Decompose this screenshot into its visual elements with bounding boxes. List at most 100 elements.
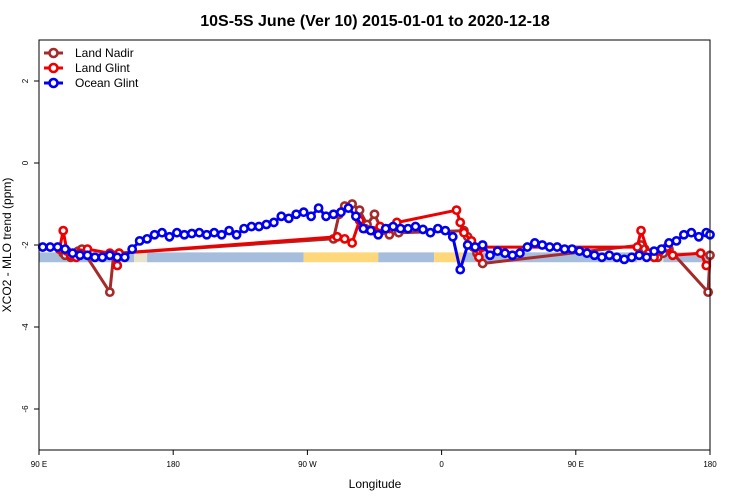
data-point — [559, 244, 570, 254]
data-point — [194, 227, 205, 238]
data-point — [112, 260, 123, 271]
data-point — [522, 242, 533, 252]
data-point — [596, 252, 607, 263]
data-point — [209, 227, 220, 238]
data-point — [641, 252, 652, 263]
data-point — [339, 233, 350, 244]
data-point — [149, 229, 160, 240]
data-point — [276, 211, 287, 222]
band-segment-8 — [663, 252, 710, 263]
data-point — [67, 248, 78, 259]
chart-title: 10S-5S June (Ver 10) 2015-01-01 to 2020-… — [200, 13, 550, 30]
data-point — [75, 250, 85, 261]
data-point — [649, 246, 659, 257]
data-point — [373, 229, 384, 240]
y-tick-label: 2 — [21, 78, 30, 83]
data-point — [127, 244, 138, 254]
data-point — [686, 227, 697, 238]
data-point — [451, 205, 462, 216]
band-segment-6 — [463, 252, 638, 263]
data-point — [679, 229, 689, 240]
data-point — [52, 242, 63, 252]
x-tick-label: 180 — [167, 460, 181, 469]
data-point — [403, 223, 413, 234]
data-point — [636, 225, 646, 236]
data-point — [347, 238, 358, 248]
data-point — [328, 209, 339, 220]
y-axis-label: XCO2 - MLO trend (ppm) — [0, 178, 14, 313]
legend-label: Ocean Glint — [75, 76, 139, 90]
data-point — [425, 227, 436, 238]
data-point — [395, 223, 406, 234]
data-point — [455, 264, 466, 275]
data-point — [634, 250, 645, 261]
data-point — [224, 225, 235, 236]
legend-item-1: Land Glint — [44, 61, 130, 75]
data-point — [529, 238, 540, 248]
data-point — [104, 287, 115, 298]
data-point — [462, 240, 473, 250]
data-point — [500, 248, 510, 259]
y-tick-label: -4 — [21, 323, 30, 331]
data-point — [582, 248, 592, 259]
data-point — [246, 221, 257, 232]
data-point — [298, 207, 309, 218]
band-segment-1 — [134, 252, 148, 263]
band-segment-2 — [147, 252, 304, 263]
data-point — [667, 250, 678, 261]
data-point — [58, 225, 69, 236]
data-point — [470, 242, 481, 252]
data-point — [589, 250, 600, 261]
x-tick-label: 180 — [703, 460, 717, 469]
data-point — [619, 254, 630, 265]
data-point — [656, 244, 667, 254]
band-segment-4 — [378, 252, 435, 263]
data-point — [380, 223, 391, 234]
data-point — [254, 221, 264, 232]
data-point — [447, 231, 458, 242]
data-point — [37, 242, 48, 252]
legend-marker — [48, 62, 59, 74]
data-point — [507, 250, 518, 261]
legend-item-2: Ocean Glint — [44, 76, 139, 90]
data-point — [701, 260, 712, 271]
x-tick-label: 0 — [439, 460, 444, 469]
data-point — [567, 244, 577, 254]
data-point — [321, 211, 331, 222]
data-point — [664, 238, 674, 248]
data-point — [369, 209, 380, 220]
data-point — [82, 250, 93, 261]
data-point — [611, 252, 622, 263]
data-point — [552, 242, 563, 252]
x-axis-label: Longitude — [349, 477, 402, 491]
data-point — [201, 229, 212, 240]
band-segment-5 — [434, 252, 464, 263]
data-point — [432, 223, 443, 234]
data-point — [164, 231, 175, 242]
data-point — [343, 203, 354, 213]
data-point — [485, 250, 495, 261]
data-point — [703, 287, 714, 298]
data-point — [97, 252, 108, 263]
x-tick-label: 90 E — [568, 460, 584, 469]
data-point — [313, 203, 324, 213]
data-point — [283, 213, 294, 224]
data-point — [455, 217, 466, 228]
data-point — [418, 224, 428, 235]
data-point — [537, 240, 548, 250]
data-point — [492, 246, 503, 257]
y-tick-label: -2 — [21, 241, 30, 249]
data-point — [365, 225, 376, 236]
data-point — [142, 233, 153, 244]
x-tick-label: 90 E — [31, 460, 47, 469]
data-point — [134, 235, 145, 246]
data-point — [695, 248, 706, 259]
data-point — [693, 231, 704, 242]
x-tick-label: 90 W — [298, 460, 317, 469]
data-point — [261, 219, 272, 230]
data-point — [336, 207, 346, 218]
data-point — [119, 252, 130, 263]
data-point — [157, 227, 167, 238]
series-layer — [37, 199, 715, 298]
